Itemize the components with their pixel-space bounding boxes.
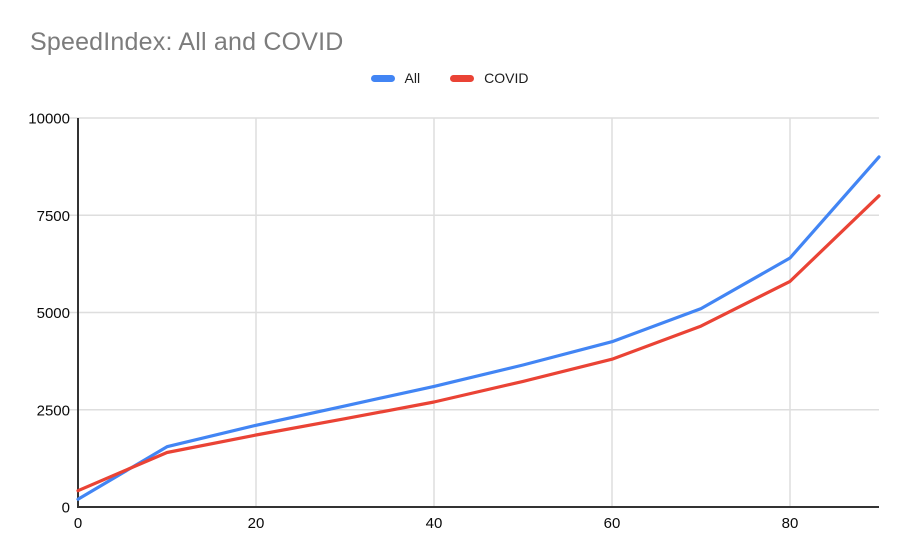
legend-swatch-all-icon [370,74,395,82]
legend-item-covid[interactable]: COVID [450,70,528,86]
x-tick-label-0: 0 [74,515,82,532]
x-tick-label-80: 80 [782,515,799,532]
x-tick-label-40: 40 [426,515,443,532]
y-tick-label-5000: 5000 [37,305,70,322]
y-tick-label-7500: 7500 [37,208,70,225]
series-line-all[interactable] [76,155,881,501]
y-tick-label-2500: 2500 [37,402,70,419]
x-tick-label-60: 60 [604,515,621,532]
y-tick-label-10000: 10000 [28,111,70,128]
legend-item-all[interactable]: All [370,70,421,86]
series-line-covid[interactable] [76,194,881,493]
x-tick-label-20: 20 [248,515,265,532]
legend-label-covid: COVID [484,70,529,86]
legend-swatch-covid-icon [450,74,475,82]
legend-label-all: All [404,70,421,86]
chart-title: SpeedIndex: All and COVID [30,28,344,56]
y-tick-label-0: 0 [62,500,70,517]
chart-legend: All COVID [0,70,899,86]
